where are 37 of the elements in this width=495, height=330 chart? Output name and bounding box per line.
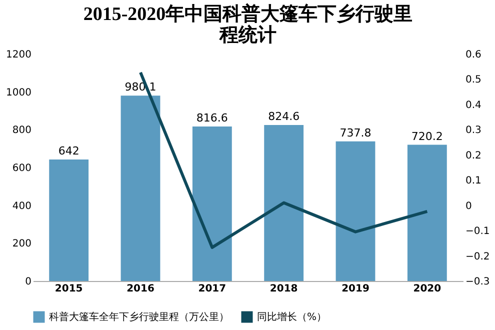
y2-tick-label: 0.3 xyxy=(466,125,482,136)
y2-tick-label: 0.6 xyxy=(466,50,482,60)
bar xyxy=(336,141,376,281)
x-tick-label: 2020 xyxy=(413,284,442,294)
y2-tick-label: 0.2 xyxy=(466,150,482,162)
bar xyxy=(192,126,232,281)
y2-tick-label: 0 xyxy=(466,200,472,212)
bar xyxy=(407,144,447,281)
y2-tick-label: 0.1 xyxy=(466,176,482,187)
data-label: 642 xyxy=(58,144,80,158)
y2-tick-label: 0.4 xyxy=(466,100,482,111)
y-tick-label: 400 xyxy=(12,200,32,212)
y-tick-label: 1000 xyxy=(6,87,32,98)
legend-label: 科普大篷车全年下乡行驶里程（万公里） xyxy=(49,311,229,323)
x-tick-label: 2017 xyxy=(198,284,226,294)
data-label: 824.6 xyxy=(268,110,300,124)
data-label: 720.2 xyxy=(411,130,443,143)
y2-tick-label: −0.3 xyxy=(466,276,490,288)
y-tick-label: 0 xyxy=(25,276,32,288)
y-tick-label: 200 xyxy=(12,238,32,250)
bar xyxy=(49,160,89,281)
x-tick-label: 2018 xyxy=(270,284,298,294)
bar xyxy=(264,125,304,281)
y2-tick-label: 0.5 xyxy=(466,74,482,86)
bar xyxy=(120,96,160,281)
legend-label: 同比增长（%） xyxy=(257,311,327,323)
y-tick-label: 600 xyxy=(12,163,32,174)
x-tick-label: 2015 xyxy=(54,284,83,294)
y-tick-label: 800 xyxy=(12,125,32,136)
x-tick-label: 2016 xyxy=(126,284,154,294)
data-label: 816.6 xyxy=(196,112,228,125)
y-tick-label: 1200 xyxy=(6,50,32,60)
data-label: 737.8 xyxy=(340,126,372,140)
y2-tick-label: −0.1 xyxy=(466,226,490,238)
x-tick-label: 2019 xyxy=(342,284,370,294)
y2-tick-label: −0.2 xyxy=(466,251,490,262)
chart-title: 2015-2020年中国科普大篷车下乡行驶里程统计 xyxy=(83,3,413,46)
